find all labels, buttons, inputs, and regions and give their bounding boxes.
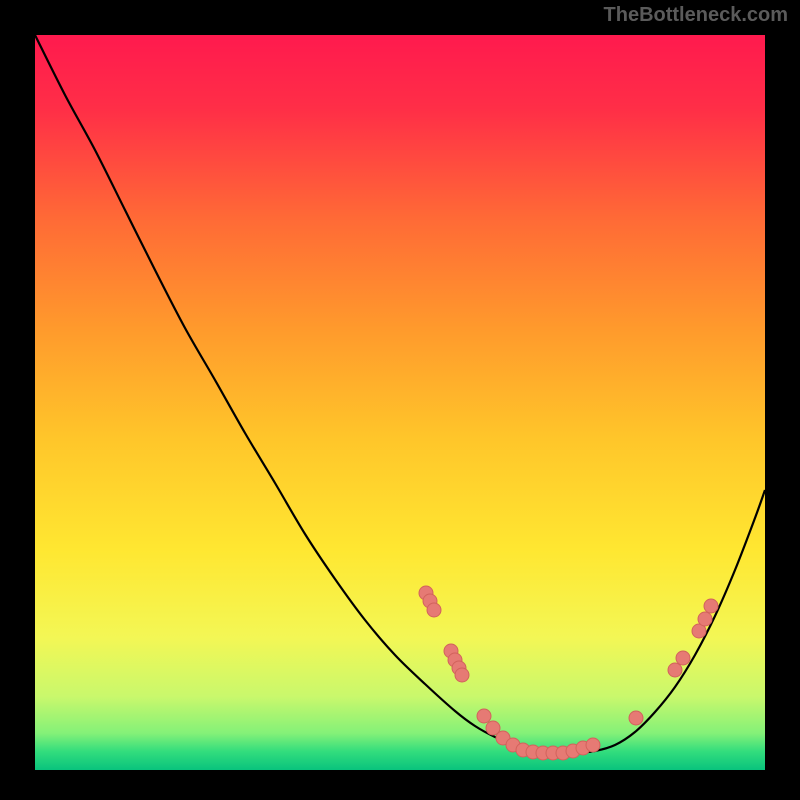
- data-marker: [427, 603, 441, 617]
- data-marker: [698, 612, 712, 626]
- chart-container: TheBottleneck.com: [0, 0, 800, 800]
- data-marker: [477, 709, 491, 723]
- plot-area: [35, 35, 765, 770]
- data-marker: [704, 599, 718, 613]
- data-marker: [586, 738, 600, 752]
- data-marker: [676, 651, 690, 665]
- data-marker: [629, 711, 643, 725]
- data-marker: [668, 663, 682, 677]
- chart-svg: [35, 35, 765, 770]
- data-marker: [455, 668, 469, 682]
- watermark-text: TheBottleneck.com: [604, 4, 788, 27]
